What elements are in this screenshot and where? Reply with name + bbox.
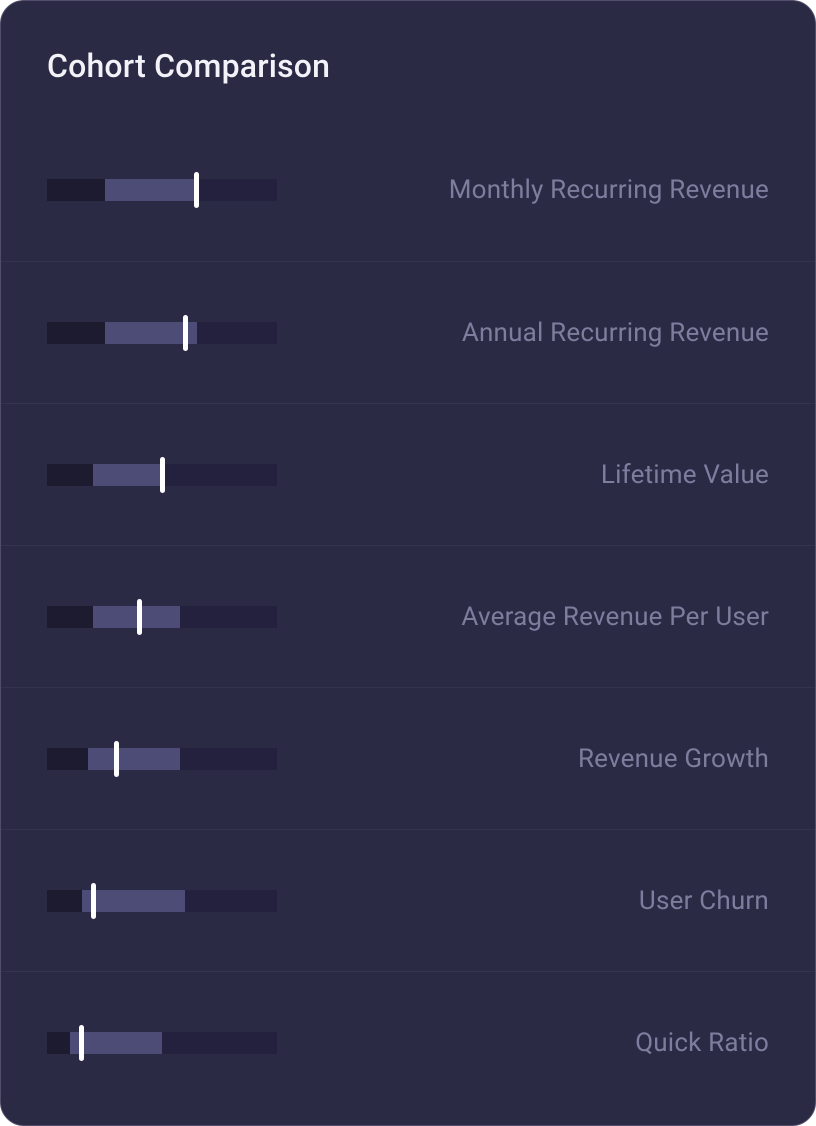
metric-row: Revenue Growth	[1, 687, 815, 829]
bullet-chart	[47, 322, 277, 344]
cohort-comparison-card: Cohort Comparison Monthly Recurring Reve…	[0, 0, 816, 1126]
bullet-marker	[194, 172, 199, 208]
bullet-seg-1	[47, 464, 93, 486]
bullet-seg-2	[93, 464, 162, 486]
bullet-chart	[47, 464, 277, 486]
bullet-seg-2	[82, 890, 186, 912]
bullet-seg-2	[88, 748, 180, 770]
bullet-seg-3	[197, 179, 278, 201]
bullet-chart	[47, 179, 277, 201]
metric-row: Monthly Recurring Revenue	[1, 119, 815, 261]
metric-row: Lifetime Value	[1, 403, 815, 545]
bullet-seg-1	[47, 748, 88, 770]
bullet-marker	[160, 457, 165, 493]
bullet-seg-3	[180, 748, 277, 770]
bullet-chart	[47, 748, 277, 770]
metric-row: User Churn	[1, 829, 815, 971]
bullet-seg-2	[105, 179, 197, 201]
bullet-seg-1	[47, 1032, 70, 1054]
metric-label: Annual Recurring Revenue	[462, 318, 769, 348]
metric-label: Monthly Recurring Revenue	[449, 175, 769, 205]
metric-row: Quick Ratio	[1, 971, 815, 1113]
bullet-seg-1	[47, 322, 105, 344]
bullet-marker	[79, 1025, 84, 1061]
bullet-seg-3	[185, 890, 277, 912]
metric-row: Average Revenue Per User	[1, 545, 815, 687]
metric-row: Annual Recurring Revenue	[1, 261, 815, 403]
metric-label: User Churn	[639, 886, 769, 916]
bullet-seg-3	[197, 322, 278, 344]
bullet-chart	[47, 1032, 277, 1054]
bullet-marker	[137, 599, 142, 635]
bullet-seg-1	[47, 606, 93, 628]
bullet-seg-1	[47, 179, 105, 201]
bullet-marker	[91, 883, 96, 919]
metric-label: Quick Ratio	[635, 1028, 769, 1058]
bullet-seg-3	[180, 606, 277, 628]
bullet-seg-1	[47, 890, 82, 912]
metric-label: Revenue Growth	[578, 744, 769, 774]
bullet-marker	[114, 741, 119, 777]
bullet-chart	[47, 606, 277, 628]
bullet-seg-3	[162, 1032, 277, 1054]
metric-label: Average Revenue Per User	[461, 602, 769, 632]
bullet-seg-3	[162, 464, 277, 486]
metric-rows: Monthly Recurring Revenue Annual Recurrin…	[1, 119, 815, 1113]
bullet-chart	[47, 890, 277, 912]
bullet-marker	[183, 315, 188, 351]
card-title: Cohort Comparison	[1, 47, 815, 119]
metric-label: Lifetime Value	[601, 460, 769, 490]
